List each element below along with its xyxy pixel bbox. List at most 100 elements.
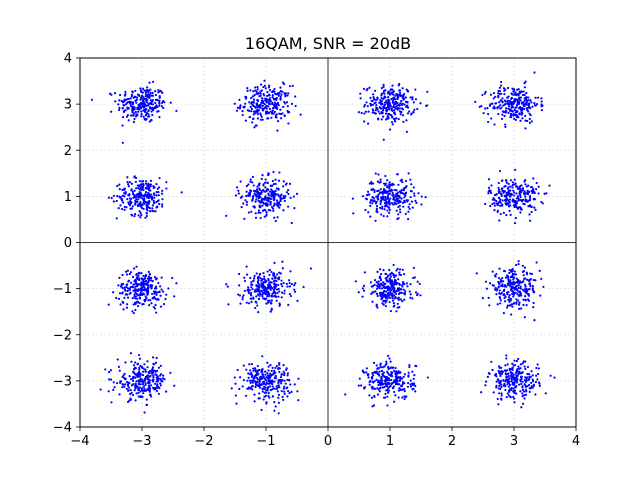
scatter-point — [501, 283, 504, 286]
scatter-point — [124, 361, 127, 364]
scatter-point — [259, 292, 262, 295]
scatter-point — [414, 384, 417, 388]
scatter-point — [503, 288, 506, 291]
scatter-point — [493, 105, 496, 108]
scatter-point — [396, 302, 399, 305]
scatter-point — [516, 378, 519, 381]
scatter-point — [154, 210, 157, 213]
scatter-point — [512, 114, 515, 117]
scatter-point — [399, 94, 403, 98]
scatter-point — [484, 107, 487, 110]
scatter-point — [528, 219, 532, 222]
scatter-point — [283, 379, 286, 382]
scatter-point — [157, 191, 160, 194]
scatter-point — [251, 288, 254, 291]
scatter-point — [239, 104, 242, 108]
scatter-point — [269, 310, 272, 313]
scatter-point — [521, 380, 524, 383]
scatter-point — [147, 113, 150, 116]
scatter-point — [112, 194, 116, 197]
scatter-point — [363, 120, 366, 123]
scatter-point — [516, 187, 519, 190]
scatter-point — [160, 192, 164, 195]
scatter-point — [260, 199, 263, 202]
scatter-point — [138, 372, 142, 375]
scatter-point — [266, 173, 270, 177]
scatter-point — [144, 118, 147, 121]
scatter-point — [115, 199, 118, 203]
scatter-point — [161, 205, 164, 208]
scatter-point — [525, 390, 528, 393]
scatter-point — [286, 94, 289, 97]
scatter-point — [134, 384, 138, 387]
scatter-point — [126, 97, 129, 101]
scatter-point — [506, 198, 509, 201]
scatter-point — [275, 387, 278, 391]
scatter-point — [392, 366, 395, 369]
scatter-point — [136, 304, 140, 308]
scatter-point — [265, 107, 268, 110]
scatter-point — [374, 101, 377, 104]
scatter-point — [128, 181, 132, 184]
scatter-point — [536, 363, 539, 366]
scatter-point — [160, 105, 164, 108]
scatter-point — [132, 364, 136, 367]
scatter-point — [263, 215, 266, 218]
scatter-point — [386, 186, 389, 189]
scatter-point — [149, 179, 153, 183]
scatter-point — [251, 195, 254, 198]
scatter-point — [393, 117, 396, 121]
scatter-point — [512, 189, 515, 192]
scatter-point — [498, 283, 501, 286]
scatter-point — [523, 190, 526, 193]
scatter-point — [505, 214, 508, 217]
scatter-point — [509, 189, 512, 192]
scatter-point — [532, 384, 535, 388]
scatter-point — [504, 295, 507, 298]
scatter-point — [119, 285, 123, 288]
scatter-point — [122, 301, 125, 304]
scatter-point — [233, 102, 236, 105]
scatter-point — [494, 102, 497, 105]
scatter-point — [397, 213, 400, 216]
scatter-point — [530, 381, 533, 384]
scatter-point — [380, 369, 384, 373]
scatter-point — [488, 104, 492, 107]
scatter-point — [123, 195, 126, 198]
scatter-point — [505, 306, 509, 309]
scatter-point — [277, 278, 281, 281]
scatter-point — [276, 129, 279, 132]
scatter-point — [259, 277, 262, 280]
scatter-point — [282, 185, 285, 188]
scatter-point — [145, 104, 148, 107]
scatter-point — [517, 94, 520, 97]
scatter-point — [378, 370, 381, 373]
scatter-point — [122, 103, 125, 107]
scatter-point — [403, 196, 406, 199]
scatter-point — [500, 372, 504, 375]
scatter-point — [137, 283, 140, 286]
scatter-point — [375, 281, 378, 284]
scatter-point — [269, 363, 272, 367]
scatter-point — [144, 382, 147, 385]
scatter-point — [115, 296, 118, 300]
scatter-point — [128, 288, 131, 292]
scatter-point — [277, 412, 280, 415]
scatter-point — [284, 195, 287, 198]
scatter-point — [499, 104, 502, 107]
scatter-point — [365, 371, 368, 374]
scatter-point — [134, 110, 137, 114]
scatter-point — [526, 191, 529, 194]
scatter-point — [504, 103, 507, 106]
scatter-point — [388, 201, 391, 204]
scatter-point — [262, 375, 265, 379]
scatter-point — [384, 112, 388, 115]
scatter-point — [385, 362, 388, 365]
scatter-point — [144, 194, 147, 197]
scatter-point — [372, 197, 375, 200]
scatter-point — [142, 100, 145, 104]
scatter-point — [391, 99, 395, 102]
scatter-point — [389, 275, 393, 278]
scatter-point — [504, 276, 508, 279]
